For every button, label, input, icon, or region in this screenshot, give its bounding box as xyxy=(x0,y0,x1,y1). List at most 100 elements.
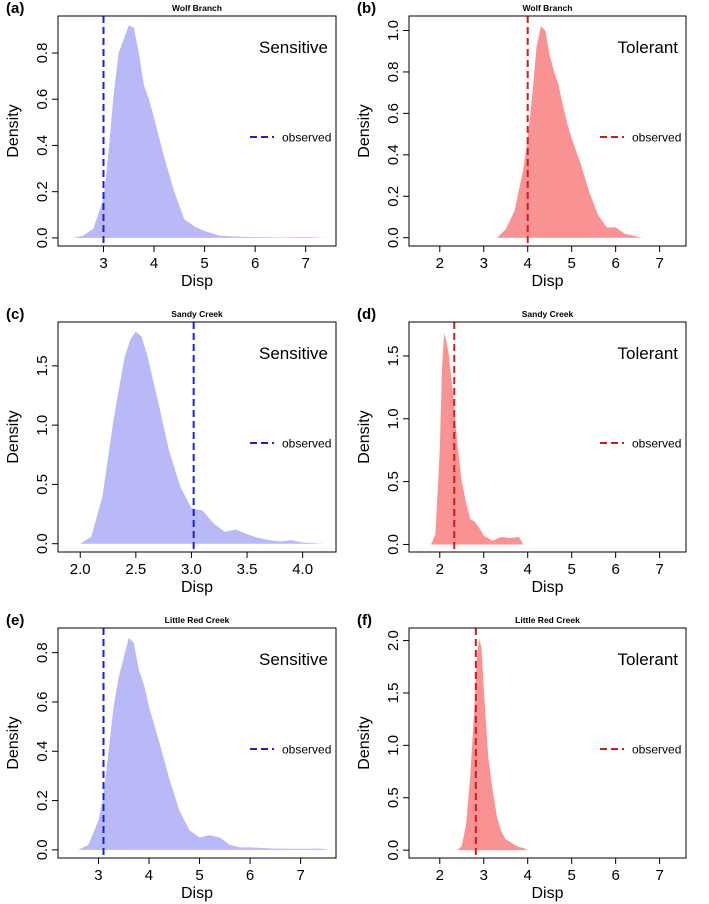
y-tick-label: 1.5 xyxy=(385,683,402,704)
panel-a: (a) Wolf Branch 3 4 5 6 7 0.0 0.2 0.4 0.6 0.8 Disp De… xyxy=(5,0,337,290)
y-tick-label: 0.2 xyxy=(34,181,51,202)
x-tick-label: 5 xyxy=(568,561,576,578)
density-area xyxy=(80,331,325,544)
plot-frame xyxy=(57,321,337,553)
panel-title: Wolf Branch xyxy=(172,3,222,13)
y-axis-title: Density xyxy=(356,104,373,157)
panel-b: (b) Wolf Branch 2 3 4 5 6 7 0.0 0.2 0.4 0.6 0.8 1.0 Di… xyxy=(356,0,687,290)
plot-frame xyxy=(408,627,687,859)
y-tick-label: 1.0 xyxy=(385,735,402,756)
x-tick-label: 4 xyxy=(524,561,532,578)
y-tick-label: 1.5 xyxy=(34,355,51,376)
y-tick-label: 0.6 xyxy=(34,89,51,110)
x-tick-label: 3.5 xyxy=(237,561,258,578)
y-tick-label: 0.6 xyxy=(34,692,51,713)
x-tick-label: 5 xyxy=(568,867,576,884)
y-tick-label: 1.0 xyxy=(385,408,402,429)
y-tick-label: 0.6 xyxy=(385,103,402,124)
y-tick-label: 0.5 xyxy=(385,787,402,808)
y-tick-label: 0.0 xyxy=(385,227,402,248)
legend-label: observed xyxy=(632,743,681,757)
x-tick-label: 3.0 xyxy=(181,561,202,578)
x-tick-label: 7 xyxy=(655,561,663,578)
x-tick-label: 3 xyxy=(480,867,488,884)
y-axis-title: Density xyxy=(5,716,22,769)
x-tick-label: 7 xyxy=(296,867,304,884)
panel-tag: (c) xyxy=(6,306,24,323)
panel-tag: (e) xyxy=(6,612,24,629)
y-tick-label: 0.2 xyxy=(385,186,402,207)
legend-label: observed xyxy=(282,743,331,757)
x-tick-label: 6 xyxy=(611,255,619,272)
x-tick-label: 6 xyxy=(246,867,254,884)
x-tick-label: 5 xyxy=(200,255,208,272)
panel-title: Little Red Creek xyxy=(165,615,230,625)
x-tick-label: 2.0 xyxy=(70,561,91,578)
y-tick-label: 0.8 xyxy=(34,642,51,663)
y-tick-label: 0.5 xyxy=(385,471,402,492)
x-tick-label: 5 xyxy=(568,255,576,272)
x-tick-label: 2 xyxy=(436,867,444,884)
y-tick-label: 0.4 xyxy=(34,135,51,156)
x-tick-label: 3 xyxy=(480,255,488,272)
legend-label: observed xyxy=(282,131,331,145)
legend-label: observed xyxy=(282,437,331,451)
y-tick-label: 1.5 xyxy=(385,346,402,367)
plot-frame xyxy=(408,15,687,247)
y-axis-title: Density xyxy=(356,716,373,769)
x-tick-label: 6 xyxy=(251,255,259,272)
y-tick-label: 0.5 xyxy=(34,474,51,495)
panel-tag: (b) xyxy=(357,0,376,17)
y-axis-title: Density xyxy=(5,410,22,463)
panel-title: Sandy Creek xyxy=(171,309,223,319)
y-tick-label: 2.0 xyxy=(385,630,402,651)
x-tick-label: 4 xyxy=(145,867,153,884)
x-tick-label: 3 xyxy=(94,867,102,884)
y-tick-label: 1.0 xyxy=(385,20,402,41)
y-tick-label: 1.0 xyxy=(34,415,51,436)
density-area xyxy=(457,638,528,851)
x-axis-title: Disp xyxy=(181,885,213,902)
panel-tag: (d) xyxy=(357,306,376,323)
x-tick-label: 4 xyxy=(150,255,158,272)
y-tick-label: 0.8 xyxy=(34,43,51,64)
group-annotation: Sensitive xyxy=(259,344,328,363)
y-tick-label: 0.8 xyxy=(385,62,402,83)
x-tick-label: 5 xyxy=(195,867,203,884)
plot-frame xyxy=(57,627,337,859)
group-annotation: Tolerant xyxy=(618,38,679,57)
x-axis-title: Disp xyxy=(181,579,213,596)
x-tick-label: 2 xyxy=(436,561,444,578)
x-axis-title: Disp xyxy=(531,885,563,902)
legend-label: observed xyxy=(632,437,681,451)
x-tick-label: 4 xyxy=(524,255,532,272)
x-tick-label: 3 xyxy=(99,255,107,272)
group-annotation: Sensitive xyxy=(259,650,328,669)
y-tick-label: 0.0 xyxy=(34,227,51,248)
x-tick-label: 3 xyxy=(480,561,488,578)
x-axis-title: Disp xyxy=(531,579,563,596)
density-area xyxy=(496,26,643,238)
y-tick-label: 0.4 xyxy=(34,741,51,762)
panel-tag: (a) xyxy=(6,0,24,17)
x-tick-label: 4.0 xyxy=(292,561,313,578)
panel-c: (c) Sandy Creek 2.0 2.5 3.0 3.5 4.0 0.0 0.5 1.0 1.… xyxy=(5,306,337,596)
x-tick-label: 2.5 xyxy=(125,561,146,578)
y-tick-label: 0.0 xyxy=(385,840,402,861)
panel-e: (e) Little Red Creek 3 4 5 6 7 0.0 0.2 0.4 0.6 0.8 D… xyxy=(5,612,337,902)
legend-label: observed xyxy=(632,131,681,145)
y-tick-label: 0.0 xyxy=(385,534,402,555)
x-tick-label: 7 xyxy=(655,255,663,272)
y-tick-label: 0.4 xyxy=(385,144,402,165)
group-annotation: Tolerant xyxy=(618,650,679,669)
plot-frame xyxy=(408,321,687,553)
group-annotation: Tolerant xyxy=(618,344,679,363)
panel-title: Little Red Creek xyxy=(515,615,580,625)
panel-tag: (f) xyxy=(357,612,372,629)
x-tick-label: 6 xyxy=(611,867,619,884)
x-tick-label: 7 xyxy=(655,867,663,884)
density-area xyxy=(78,637,331,850)
x-tick-label: 7 xyxy=(302,255,310,272)
panel-d: (d) Sandy Creek 2 3 4 5 6 7 0.0 0.5 1.0 1.5 Disp Dens… xyxy=(356,306,687,596)
